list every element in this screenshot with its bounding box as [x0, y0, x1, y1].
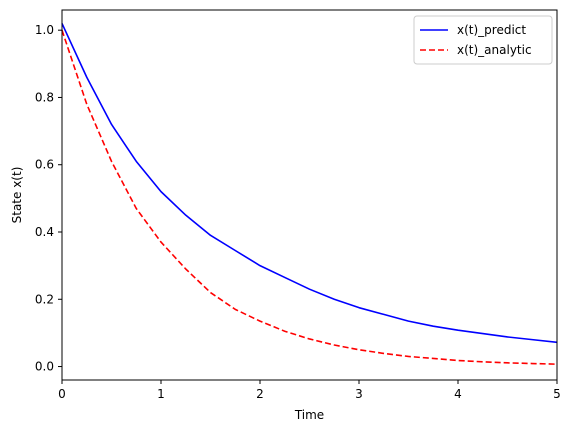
legend-label: x(t)_analytic — [457, 43, 532, 57]
x-tick-label: 2 — [256, 387, 264, 401]
y-tick-label: 0.6 — [35, 158, 54, 172]
legend-box — [413, 15, 553, 65]
legend-label: x(t)_predict — [457, 23, 526, 37]
legend: x(t)_predict x(t)_analytic — [413, 15, 553, 65]
y-tick-label: 0.0 — [35, 360, 54, 374]
x-tick-label: 4 — [454, 387, 462, 401]
x-tick-label: 1 — [157, 387, 165, 401]
x-tick-label: 5 — [553, 387, 561, 401]
x-tick-label: 0 — [58, 387, 66, 401]
x-axis-label: Time — [294, 408, 324, 422]
series-line-analytic — [61, 29, 558, 365]
x-tick-label: 3 — [355, 387, 363, 401]
x-axis: 0 1 2 3 4 5 — [58, 380, 561, 401]
axes-frame — [61, 9, 558, 381]
y-tick-label: 0.4 — [35, 225, 54, 239]
series-line-predict — [61, 23, 558, 344]
y-tick-label: 0.8 — [35, 90, 54, 104]
y-tick-label: 0.2 — [35, 292, 54, 306]
plot-area — [61, 23, 558, 365]
y-tick-label: 1.0 — [35, 23, 54, 37]
y-axis-label: State x(t) — [10, 167, 24, 224]
y-axis: 0.0 0.2 0.4 0.6 0.8 1.0 — [35, 23, 62, 374]
